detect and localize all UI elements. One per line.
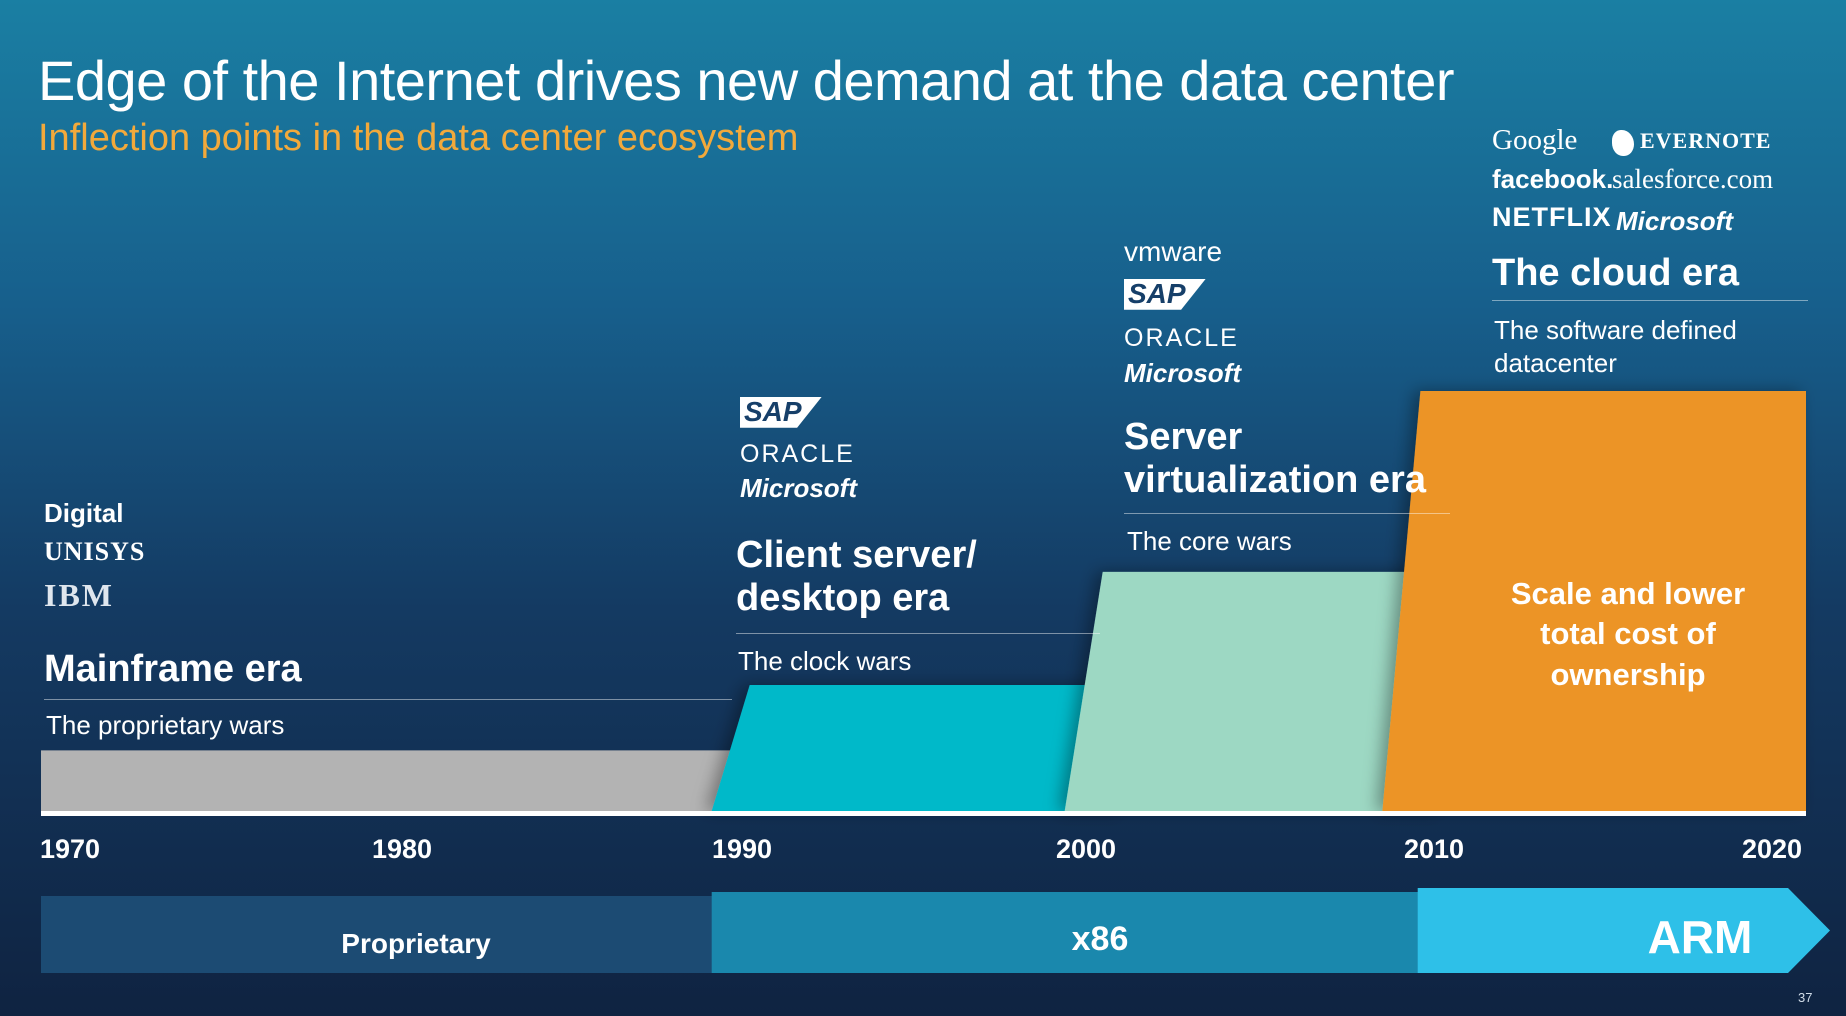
logo-digital: Digital xyxy=(44,498,124,528)
rule-cloud xyxy=(1492,300,1808,301)
evernote-elephant-icon xyxy=(1612,129,1634,156)
year-tick-2020: 2020 xyxy=(1742,834,1803,864)
page-number: 37 xyxy=(1798,990,1813,1005)
era-area-the-cloud-era xyxy=(1382,391,1806,811)
era-area-mainframe-era xyxy=(41,750,732,811)
logo-vmware: vmware xyxy=(1124,236,1223,267)
logo-unisys: UNISYS xyxy=(44,537,146,566)
year-tick-1980: 1980 xyxy=(372,834,433,864)
arch-label-x86: x86 xyxy=(1071,920,1129,958)
era-title-mainframe: Mainframe era xyxy=(44,648,302,690)
logo-microsoft-2: Microsoft xyxy=(1124,358,1241,388)
logo-sap-text: SAP xyxy=(740,397,822,428)
arch-band-arm xyxy=(1417,888,1830,973)
logo-microsoft-3: Microsoft xyxy=(1616,206,1733,236)
logo-oracle-2: ORACLE xyxy=(1124,324,1239,352)
era-desc-server-virtualization: The core wars xyxy=(1127,526,1292,556)
era-desc-mainframe: The proprietary wars xyxy=(46,710,285,740)
logo-oracle: ORACLE xyxy=(740,440,855,468)
era-area-client-server-desktop-era xyxy=(711,685,1125,811)
year-tick-2000: 2000 xyxy=(1056,834,1117,864)
era-title-server-virtualization: Server virtualization era xyxy=(1124,416,1426,501)
era-area-server-virtualization-era xyxy=(1064,571,1443,811)
era-title-cloud: The cloud era xyxy=(1492,252,1740,294)
rule-client-server xyxy=(736,633,1100,634)
slide-subtitle: Inflection points in the data center eco… xyxy=(38,117,799,159)
rule-mainframe xyxy=(44,699,732,700)
logo-netflix: NETFLIX xyxy=(1492,202,1612,232)
arch-label-proprietary: Proprietary xyxy=(341,928,491,959)
timeline-axis-line xyxy=(41,811,1806,816)
logo-evernote: EVERNOTE xyxy=(1612,128,1771,156)
year-tick-1990: 1990 xyxy=(712,834,773,864)
year-tick-1970: 1970 xyxy=(40,834,101,864)
logo-sap: SAP xyxy=(740,396,822,428)
logo-google: Google xyxy=(1492,124,1578,156)
slide-title: Edge of the Internet drives new demand a… xyxy=(38,49,1455,112)
rule-server-virtualization xyxy=(1124,513,1450,514)
logo-ibm: IBM xyxy=(44,577,114,613)
arch-label-arm: ARM xyxy=(1647,911,1753,963)
era-desc-cloud: The software defined datacenter xyxy=(1494,315,1737,379)
logo-sap-2-text: SAP xyxy=(1124,279,1206,310)
logo-microsoft: Microsoft xyxy=(740,473,857,503)
year-tick-2010: 2010 xyxy=(1404,834,1465,864)
logo-facebook: facebook. xyxy=(1492,164,1614,194)
logo-evernote-text: EVERNOTE xyxy=(1640,128,1772,153)
logo-sap-2: SAP xyxy=(1124,278,1206,310)
cloud-era-callout: Scale and lower total cost of ownership xyxy=(1510,576,1746,692)
era-title-client-server: Client server/ desktop era xyxy=(736,534,977,619)
arch-band-x86 xyxy=(711,892,1507,973)
arch-band-proprietary xyxy=(41,896,801,973)
logo-salesforce: salesforce.com xyxy=(1612,164,1774,194)
era-desc-client-server: The clock wars xyxy=(738,646,912,676)
